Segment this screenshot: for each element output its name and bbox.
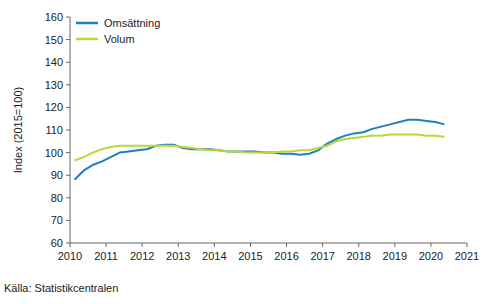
y-tick-label: 140	[45, 56, 63, 68]
x-tick-label: 2018	[346, 250, 370, 262]
y-tick-label: 70	[51, 214, 63, 226]
y-tick-label: 150	[45, 34, 63, 46]
source: Källa: Statistikcentralen	[4, 282, 118, 294]
x-axis	[70, 243, 467, 244]
y-tick	[66, 152, 70, 153]
series-line	[75, 120, 445, 180]
x-tick-label: 2021	[455, 250, 479, 262]
y-tick-label: 110	[45, 124, 63, 136]
x-tick	[394, 243, 395, 247]
x-tick	[250, 243, 251, 247]
x-tick	[214, 243, 215, 247]
x-tick-label: 2019	[383, 250, 407, 262]
y-tick	[66, 197, 70, 198]
x-tick	[142, 243, 143, 247]
y-axis-label: Index (2015=100)	[12, 87, 24, 174]
y-tick-label: 130	[45, 79, 63, 91]
x-tick-label: 2011	[94, 250, 118, 262]
y-tick	[66, 84, 70, 85]
x-tick-label: 2020	[419, 250, 443, 262]
x-tick	[178, 243, 179, 247]
y-tick-label: 100	[45, 147, 63, 159]
legend-label: Omsättning	[104, 17, 160, 29]
legend-swatch	[76, 38, 98, 41]
x-tick-label: 2013	[166, 250, 190, 262]
plot-area	[75, 120, 445, 180]
x-tick	[70, 243, 71, 247]
y-tick	[66, 243, 70, 244]
x-tick	[430, 243, 431, 247]
y-tick	[66, 17, 70, 18]
x-tick-label: 2016	[274, 250, 298, 262]
legend-label: Volum	[104, 33, 135, 45]
y-tick-label: 120	[45, 101, 63, 113]
y-tick-label: 60	[51, 237, 63, 249]
x-tick	[286, 243, 287, 247]
y-tick-label: 160	[45, 11, 63, 23]
y-tick-label: 80	[51, 192, 63, 204]
x-tick-label: 2012	[130, 250, 154, 262]
x-tick-label: 2010	[58, 250, 82, 262]
series-line	[75, 135, 445, 161]
y-tick	[66, 62, 70, 63]
x-tick-label: 2014	[202, 250, 226, 262]
y-tick	[66, 107, 70, 108]
legend-swatch	[76, 22, 98, 25]
y-tick	[66, 39, 70, 40]
x-tick	[106, 243, 107, 247]
y-tick-label: 90	[51, 169, 63, 181]
chart: 60 70 80 90 100 110 120 130 140 150 160 2010 2011 201…	[0, 0, 493, 304]
x-tick-label: 2017	[310, 250, 334, 262]
y-tick	[66, 130, 70, 131]
x-tick	[358, 243, 359, 247]
x-tick	[467, 243, 468, 247]
y-tick	[66, 220, 70, 221]
y-tick	[66, 175, 70, 176]
x-tick	[322, 243, 323, 247]
x-tick-label: 2015	[238, 250, 262, 262]
